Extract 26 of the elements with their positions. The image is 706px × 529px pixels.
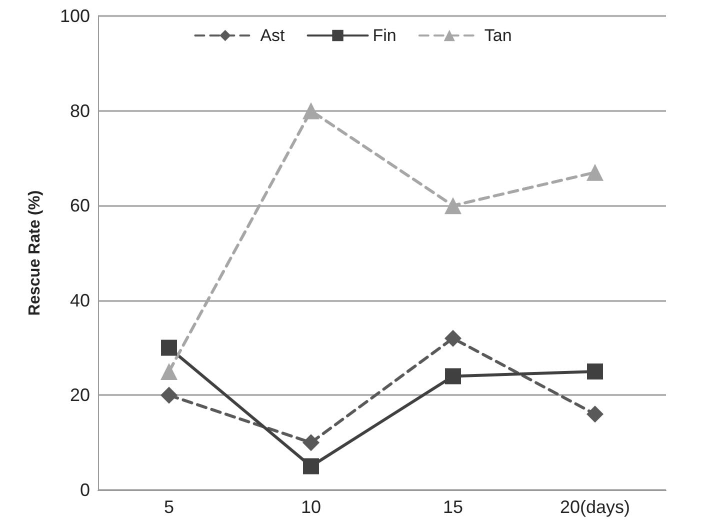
point — [444, 197, 462, 214]
legend-label: Ast — [260, 26, 286, 45]
y-tick-label: 100 — [60, 6, 90, 26]
point — [586, 406, 604, 423]
point — [303, 458, 319, 474]
point — [302, 434, 320, 452]
legend-label: Fin — [372, 26, 396, 45]
y-tick-label: 40 — [70, 290, 90, 310]
point — [160, 386, 178, 404]
point — [160, 363, 178, 380]
point — [161, 340, 177, 356]
x-tick-label: 15 — [442, 497, 464, 517]
y-tick-label: 0 — [80, 480, 90, 500]
y-axis-title: Rescue Rate (%) — [26, 190, 44, 316]
point — [586, 164, 604, 181]
x-tick-label: 20(days) — [560, 497, 630, 517]
x-tick-label: 5 — [164, 497, 174, 517]
y-tick-label: 20 — [70, 385, 90, 406]
legend-label: Tan — [484, 26, 512, 45]
point — [587, 364, 603, 380]
y-tick-label: 60 — [70, 196, 90, 216]
point — [302, 102, 320, 120]
point — [445, 368, 461, 384]
y-tick-label: 80 — [70, 100, 90, 121]
x-tick-label: 10 — [300, 497, 322, 517]
point — [444, 330, 462, 347]
